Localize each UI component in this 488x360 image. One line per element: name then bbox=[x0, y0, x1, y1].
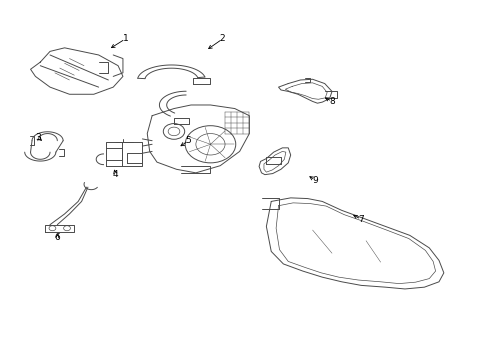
Text: 7: 7 bbox=[358, 215, 364, 224]
Text: 5: 5 bbox=[185, 136, 191, 145]
Text: 9: 9 bbox=[311, 176, 317, 185]
Text: 1: 1 bbox=[122, 35, 128, 44]
Text: 2: 2 bbox=[220, 35, 225, 44]
Text: 4: 4 bbox=[113, 170, 118, 179]
Text: 3: 3 bbox=[35, 132, 41, 141]
Text: 8: 8 bbox=[328, 97, 334, 106]
Text: 6: 6 bbox=[54, 233, 60, 242]
